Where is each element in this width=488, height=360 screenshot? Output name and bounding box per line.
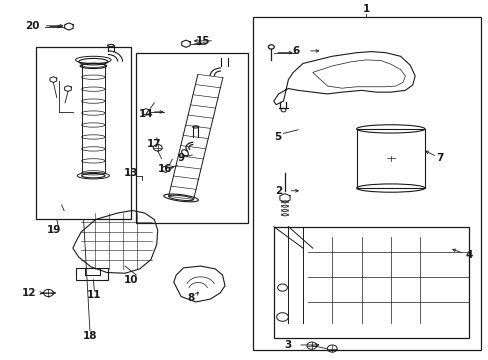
- Text: 5: 5: [273, 132, 281, 142]
- Text: 14: 14: [139, 109, 153, 119]
- Text: 19: 19: [47, 225, 61, 235]
- Text: 12: 12: [21, 288, 36, 298]
- Text: 3: 3: [284, 340, 291, 350]
- Text: 18: 18: [82, 331, 97, 341]
- Text: 6: 6: [292, 46, 299, 56]
- Bar: [356, 129, 424, 188]
- Text: 2: 2: [274, 186, 282, 196]
- Text: 13: 13: [124, 168, 138, 178]
- Text: 4: 4: [464, 250, 471, 260]
- Text: 9: 9: [177, 153, 184, 163]
- Text: 20: 20: [25, 21, 40, 31]
- Bar: [36, 47, 131, 220]
- Bar: [76, 268, 108, 280]
- Text: 8: 8: [187, 293, 194, 303]
- Text: 17: 17: [147, 139, 161, 149]
- Text: 16: 16: [158, 164, 172, 174]
- Text: 7: 7: [435, 153, 442, 163]
- Text: 11: 11: [87, 290, 102, 300]
- Text: 15: 15: [195, 36, 209, 46]
- Text: 10: 10: [124, 275, 138, 285]
- Text: 1: 1: [362, 4, 369, 14]
- Bar: [253, 17, 480, 350]
- Bar: [273, 226, 468, 338]
- Bar: [136, 53, 248, 223]
